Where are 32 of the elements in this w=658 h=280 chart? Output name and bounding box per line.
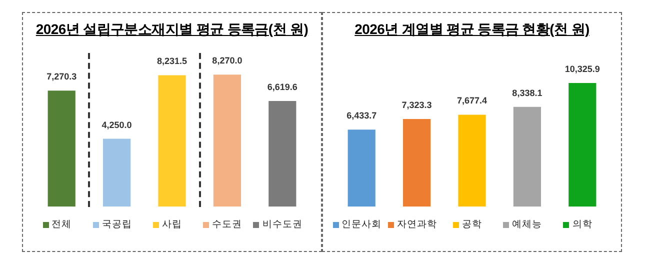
x-tick-label: 국공립 xyxy=(102,218,132,230)
data-label: 8,231.5 xyxy=(156,56,188,66)
x-tick-label: 인문사회 xyxy=(342,218,382,230)
bar xyxy=(158,75,186,207)
x-tick-label: 수도권 xyxy=(212,218,242,230)
bar xyxy=(568,83,596,207)
data-label: 4,250.0 xyxy=(102,120,132,130)
x-tick-label: 전체 xyxy=(52,218,72,230)
bar xyxy=(103,138,131,207)
data-label: 6,433.7 xyxy=(346,110,377,121)
bar xyxy=(403,118,431,207)
x-tick-label: 자연과학 xyxy=(396,218,437,230)
x-tick-label: 공학 xyxy=(462,218,482,230)
data-label: 7,677.4 xyxy=(456,96,488,106)
data-label: 8,338.1 xyxy=(512,88,542,98)
chart-title: 2026년 설립구분소재지별 평균 등록금(천 원) xyxy=(34,21,310,39)
data-label: 7,270.3 xyxy=(46,72,77,82)
bar xyxy=(513,106,541,207)
bar xyxy=(348,130,376,207)
x-tick-label: 의학 xyxy=(572,218,592,230)
x-tick-label: 사립 xyxy=(162,218,182,230)
chart-title: 2026년 계열별 평균 등록금 현황(천 원) xyxy=(354,21,590,39)
bar xyxy=(268,100,296,207)
bar xyxy=(458,114,486,207)
bar xyxy=(48,90,76,207)
bar xyxy=(213,74,241,207)
x-tick-label: 예체능 xyxy=(512,218,542,230)
data-label: 6,619.6 xyxy=(267,82,298,92)
data-label: 10,325.9 xyxy=(564,64,600,74)
data-label: 8,270.0 xyxy=(212,56,242,66)
x-tick-label: 비수도권 xyxy=(262,218,302,230)
data-label: 7,323.3 xyxy=(402,100,432,110)
